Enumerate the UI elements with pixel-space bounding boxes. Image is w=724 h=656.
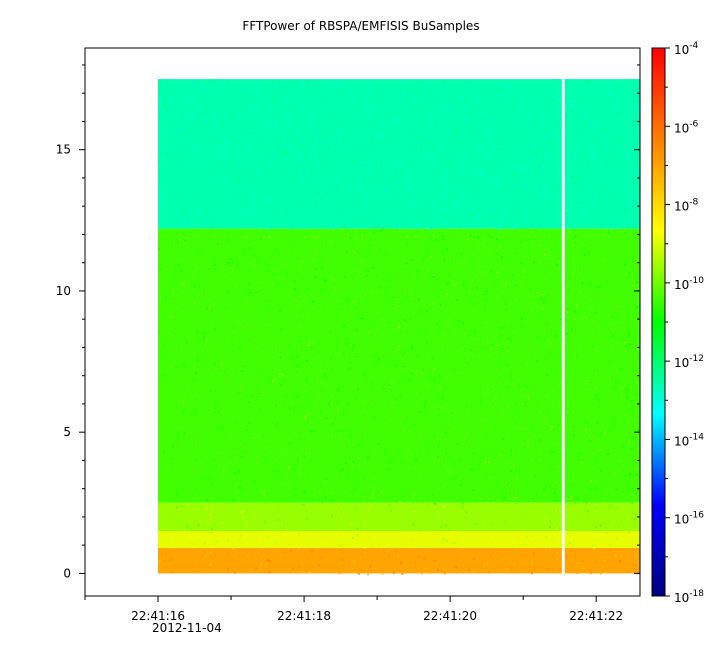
x-date-label: 2012-11-04 — [152, 621, 222, 635]
spectrogram-texture — [158, 79, 640, 576]
colorbar-tick-label: 10-12 — [674, 354, 704, 370]
colorbar — [651, 47, 666, 597]
y-tick-label: 0 — [63, 566, 71, 580]
spectrogram-band-0 — [158, 79, 641, 229]
y-tick-label: 15 — [56, 143, 71, 157]
spectrogram-band-1 — [158, 228, 641, 503]
colorbar-tick-label: 10-16 — [674, 511, 704, 527]
colorbar-tick-label: 10-8 — [674, 198, 699, 214]
colorbar-tick-label: 10-18 — [674, 589, 704, 605]
x-tick-label: 22:41:16 — [131, 609, 185, 623]
colorbar-axis: 10-4 10-6 10-8 10-10 10-12 10-14 10-16 10-18 — [665, 41, 704, 605]
chart-title: FFTPower of RBSPA/EMFISIS BuSamples — [242, 19, 479, 33]
plot-area — [158, 79, 641, 576]
colorbar-tick-label: 10-4 — [674, 41, 699, 57]
spectrogram-band-3 — [158, 531, 641, 548]
colorbar-tick-label: 10-10 — [674, 276, 704, 292]
x-axis: 22:41:16 22:41:18 22:41:20 22:41:22 — [84, 596, 623, 623]
colorbar-tick-label: 10-14 — [674, 432, 704, 448]
plot-frame — [84, 47, 641, 597]
spectrogram-band-2 — [158, 502, 641, 532]
x-tick-label: 22:41:22 — [569, 609, 623, 623]
y-axis: 0 5 10 15 — [56, 64, 640, 580]
data-gap — [561, 79, 565, 574]
x-tick-label: 22:41:18 — [277, 609, 331, 623]
y-tick-label: 5 — [63, 425, 71, 439]
y-tick-label: 10 — [56, 284, 71, 298]
x-tick-label: 22:41:20 — [423, 609, 477, 623]
colorbar-tick-label: 10-6 — [674, 119, 699, 135]
